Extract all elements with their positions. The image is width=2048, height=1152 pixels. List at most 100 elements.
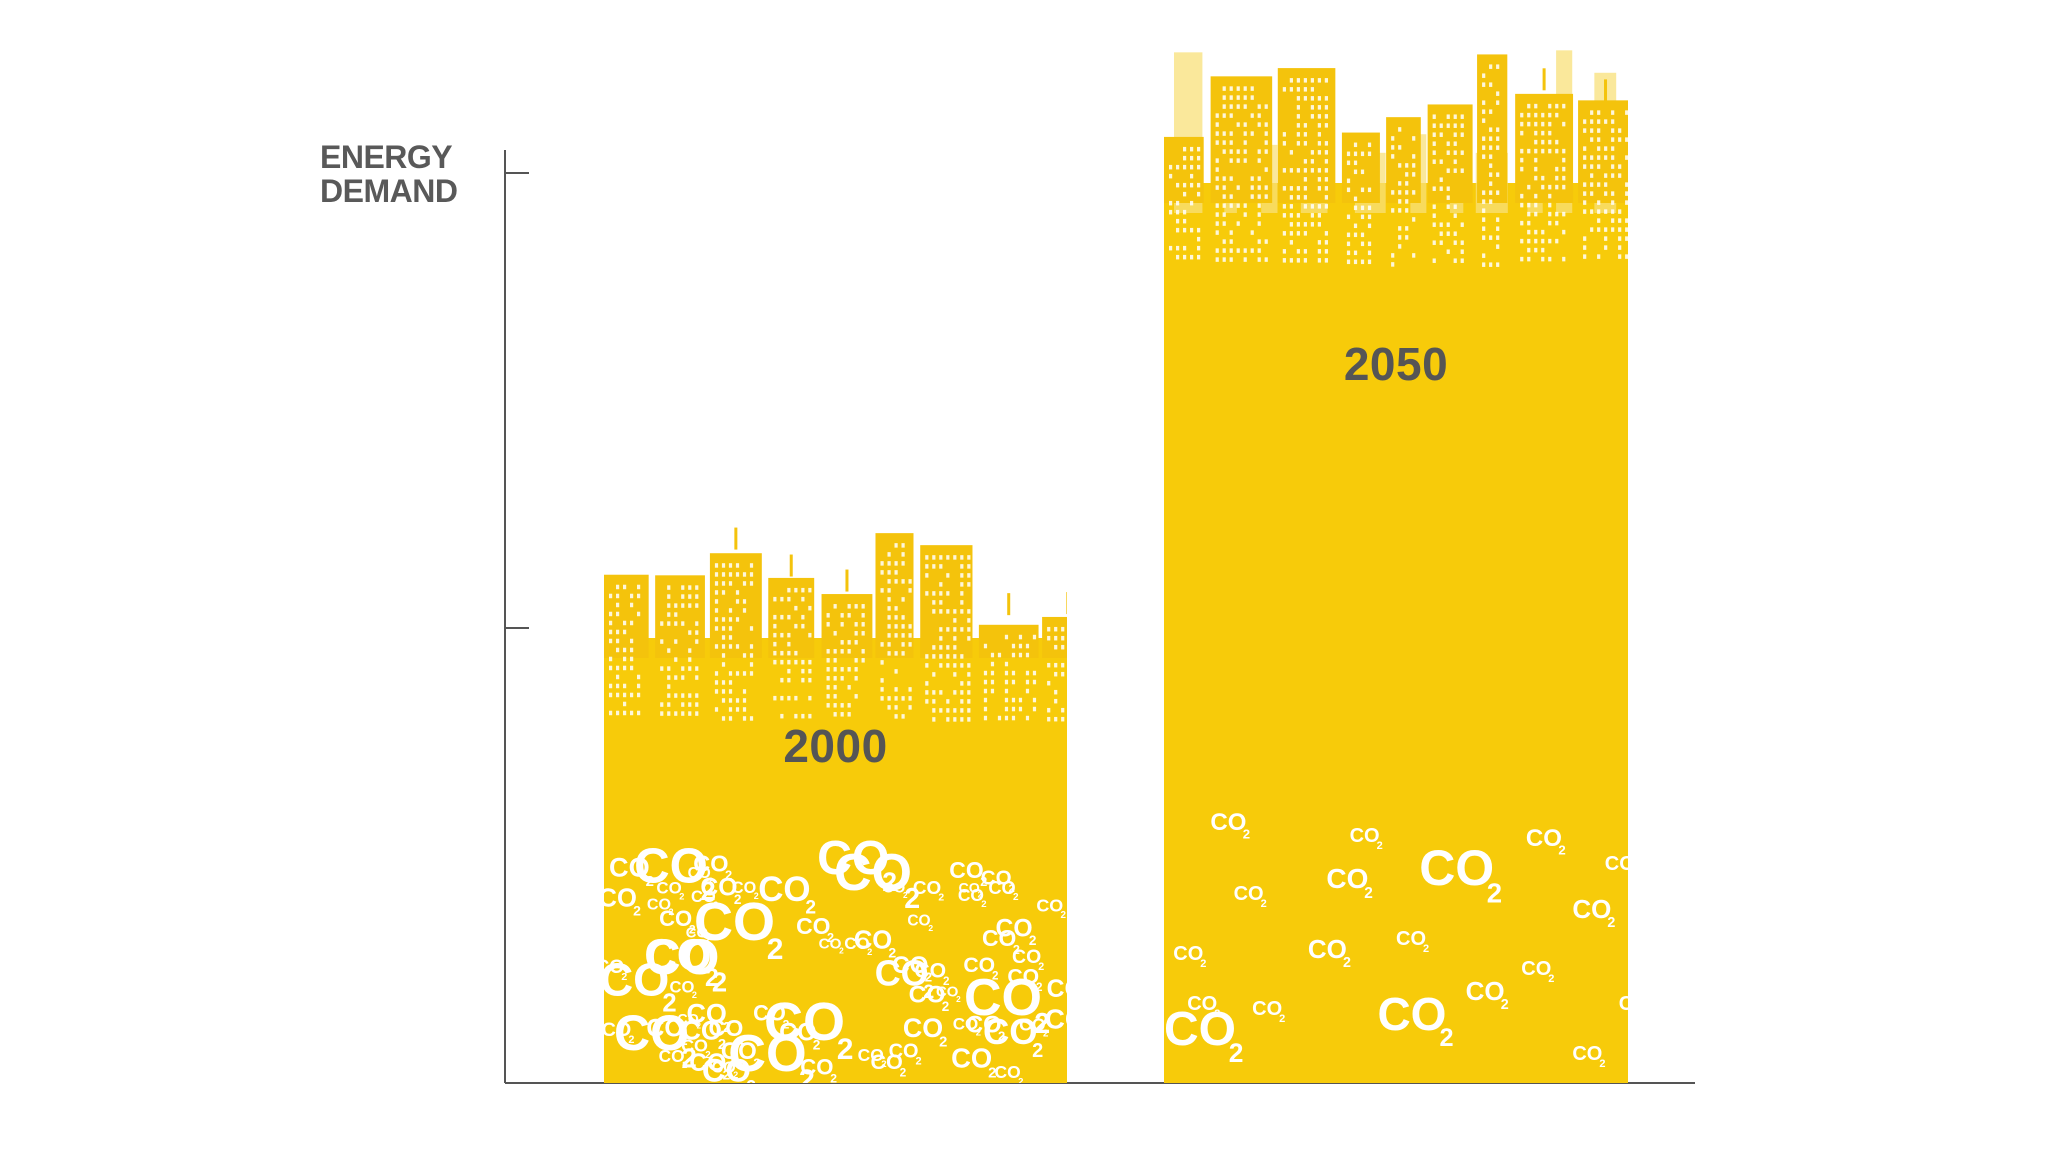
window xyxy=(1353,169,1358,175)
window xyxy=(983,706,988,712)
window xyxy=(773,596,777,602)
co2-annotation: CO xyxy=(645,929,720,985)
window xyxy=(667,675,671,680)
window xyxy=(1460,132,1464,137)
co2-subscript: 2 xyxy=(916,1056,922,1068)
window xyxy=(773,659,777,665)
window xyxy=(688,702,692,707)
window xyxy=(1061,671,1065,677)
window xyxy=(674,711,678,716)
window xyxy=(1583,119,1587,124)
window xyxy=(1583,200,1587,205)
window xyxy=(1482,262,1486,267)
window xyxy=(714,671,719,676)
window xyxy=(1405,172,1409,177)
co2-subscript: 2 xyxy=(1043,1029,1048,1040)
window xyxy=(932,564,936,569)
window xyxy=(1075,681,1078,686)
window xyxy=(1527,238,1531,244)
window xyxy=(728,572,733,577)
window xyxy=(901,624,905,629)
window xyxy=(960,663,964,668)
window xyxy=(1482,118,1486,123)
window xyxy=(894,633,898,638)
window xyxy=(1282,141,1286,146)
window xyxy=(1360,214,1365,220)
window xyxy=(901,579,905,584)
window xyxy=(1453,114,1457,119)
window xyxy=(616,674,620,680)
window xyxy=(983,715,988,721)
window xyxy=(1229,176,1233,181)
window xyxy=(1303,168,1307,173)
window xyxy=(1618,173,1622,178)
co2-annotation: CO xyxy=(982,925,1016,951)
window xyxy=(1082,654,1085,659)
co2-annotation: CO xyxy=(988,878,1015,898)
co2-subscript: 2 xyxy=(705,965,719,992)
window xyxy=(1496,145,1500,150)
co2-annotation: CO xyxy=(1605,853,1635,875)
window xyxy=(826,676,830,681)
window xyxy=(854,658,858,663)
window xyxy=(1489,109,1493,114)
window xyxy=(1367,241,1372,247)
window xyxy=(833,712,837,717)
window xyxy=(688,630,692,635)
window xyxy=(1548,121,1552,127)
window xyxy=(616,629,620,635)
window xyxy=(1032,670,1037,676)
window xyxy=(695,693,699,698)
window xyxy=(616,611,620,617)
window xyxy=(773,623,777,629)
window xyxy=(1496,91,1500,96)
window xyxy=(880,660,884,665)
co2-annotation: CO xyxy=(875,952,929,993)
window xyxy=(681,675,685,680)
window xyxy=(1215,185,1219,190)
co2-subscript: 2 xyxy=(646,874,654,890)
window xyxy=(880,588,884,593)
window xyxy=(616,602,620,608)
window xyxy=(1082,663,1085,668)
co2-subscript: 2 xyxy=(1548,973,1554,985)
window xyxy=(742,716,747,721)
window xyxy=(1353,160,1358,166)
window xyxy=(1360,232,1365,238)
window xyxy=(1303,87,1307,92)
window xyxy=(1583,236,1587,241)
window xyxy=(1489,127,1493,132)
window xyxy=(833,658,837,663)
window xyxy=(1018,652,1023,658)
window xyxy=(808,713,812,719)
skyline-antenna xyxy=(1604,79,1608,102)
window xyxy=(1004,661,1009,667)
window xyxy=(990,652,995,658)
window xyxy=(1190,164,1194,170)
window xyxy=(1496,64,1500,69)
window xyxy=(960,555,964,560)
window xyxy=(630,665,634,671)
window xyxy=(939,708,943,713)
window xyxy=(674,693,678,698)
window xyxy=(688,666,692,671)
window xyxy=(901,561,905,566)
window xyxy=(840,640,844,645)
window xyxy=(925,564,929,569)
co2-subscript: 2 xyxy=(837,1033,854,1066)
co2-subscript: 2 xyxy=(1008,883,1014,895)
window xyxy=(1520,121,1524,127)
window xyxy=(1482,145,1486,150)
window xyxy=(894,669,898,674)
co2-annotation: CO xyxy=(1466,976,1505,1006)
window xyxy=(1296,168,1300,173)
co2-subscript: 2 xyxy=(708,875,713,885)
co2-subscript: 2 xyxy=(1261,898,1267,910)
window xyxy=(1439,177,1443,182)
window xyxy=(1176,227,1180,233)
window xyxy=(1289,222,1293,227)
window xyxy=(609,692,613,698)
co2-annotation: CO xyxy=(1350,825,1380,847)
window xyxy=(1611,200,1615,205)
window xyxy=(1439,132,1443,137)
